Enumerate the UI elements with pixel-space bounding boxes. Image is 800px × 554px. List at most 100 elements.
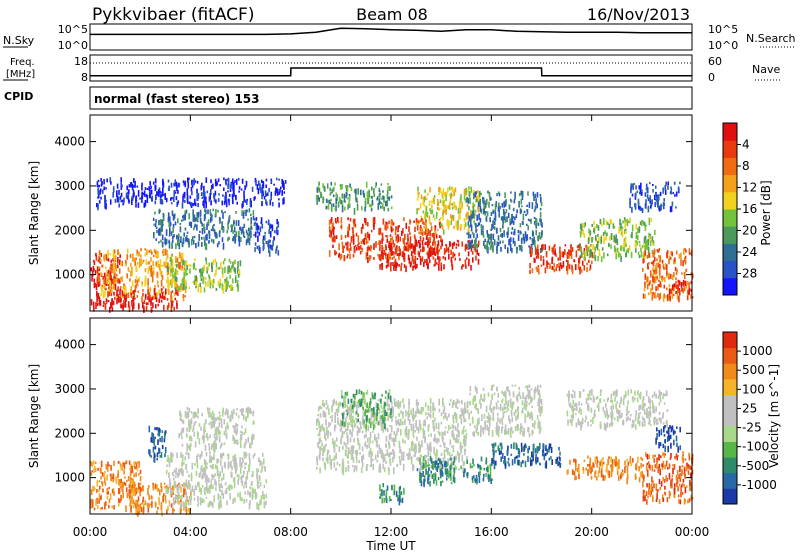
power-cell <box>475 198 478 202</box>
power-cell <box>236 201 238 205</box>
power-cell <box>212 225 214 231</box>
power-cell <box>467 211 469 217</box>
power-cell <box>186 188 189 196</box>
velocity-cell <box>412 442 415 446</box>
velocity-cell <box>104 477 106 484</box>
power-cell <box>96 276 99 281</box>
velocity-cell <box>118 461 121 464</box>
power-cell <box>224 195 226 203</box>
velocity-cell <box>332 458 335 462</box>
power-cell <box>579 243 581 250</box>
y-tick-label: 1000 <box>54 268 85 282</box>
power-cell <box>366 252 369 257</box>
velocity-cell <box>233 477 236 483</box>
power-cell <box>160 239 162 243</box>
power-cell <box>120 304 123 309</box>
power-cell <box>277 250 280 256</box>
velocity-cell <box>202 473 204 479</box>
power-cell <box>429 230 431 237</box>
power-cell <box>449 193 451 197</box>
velocity-cell <box>355 456 358 463</box>
power-cell <box>542 256 545 259</box>
velocity-cell <box>395 401 397 405</box>
velocity-cell <box>353 437 355 443</box>
power-cell <box>670 289 672 295</box>
power-cell <box>620 230 623 236</box>
power-cell <box>235 211 237 214</box>
velocity-cell <box>240 476 243 484</box>
velocity-cell <box>146 502 149 507</box>
velocity-cell <box>119 479 122 482</box>
power-cell <box>176 272 179 275</box>
power-cell <box>199 230 201 233</box>
velocity-cell <box>214 478 216 485</box>
velocity-cell <box>410 458 413 465</box>
power-cell <box>160 226 163 232</box>
power-cell <box>366 231 369 238</box>
velocity-cell <box>322 457 324 462</box>
power-cell <box>164 192 166 200</box>
power-cell <box>272 201 274 207</box>
power-cell <box>186 265 188 271</box>
velocity-cell <box>463 417 465 423</box>
power-cell <box>468 206 470 211</box>
power-cell <box>639 192 641 195</box>
power-cell <box>580 254 583 258</box>
velocity-cell <box>256 502 258 508</box>
power-cell <box>250 213 252 217</box>
power-cell <box>653 248 656 255</box>
velocity-cell <box>262 490 264 497</box>
power-cell <box>509 218 512 226</box>
power-cell <box>667 185 669 190</box>
power-cell <box>487 246 489 254</box>
velocity-cell <box>346 404 348 408</box>
velocity-cell <box>393 398 396 403</box>
power-cell <box>472 202 474 207</box>
power-cell <box>162 194 165 197</box>
power-cell <box>105 202 107 210</box>
power-cell <box>156 191 158 196</box>
power-cell <box>162 187 164 191</box>
power-cell <box>514 191 516 196</box>
power-cell <box>672 284 675 291</box>
power-cell <box>604 230 606 235</box>
power-cell <box>126 254 129 260</box>
velocity-cell <box>320 425 322 432</box>
power-cell <box>534 240 536 247</box>
velocity-cell <box>344 399 346 406</box>
power-cell <box>378 193 381 197</box>
velocity-cell <box>357 418 359 423</box>
power-cell <box>204 276 207 281</box>
power-cell <box>652 184 654 186</box>
power-cell <box>339 184 342 187</box>
power-cell <box>201 222 203 227</box>
velocity-cell <box>172 485 174 491</box>
power-cell <box>249 201 252 208</box>
velocity-cell <box>386 449 388 456</box>
power-cell <box>686 280 689 286</box>
velocity-cell <box>446 416 448 421</box>
velocity-cell <box>327 456 329 464</box>
velocity-cell <box>357 427 360 434</box>
power-cell <box>140 258 142 261</box>
power-cell <box>216 243 219 248</box>
velocity-cell <box>252 470 254 477</box>
power-cell <box>385 255 387 259</box>
velocity-cell <box>125 460 128 463</box>
power-cell <box>213 229 216 235</box>
y-tick-label: 4000 <box>54 135 85 149</box>
power-cell <box>597 225 600 231</box>
power-cell <box>110 263 112 269</box>
velocity-cell <box>239 460 241 467</box>
velocity-cell <box>163 437 166 443</box>
velocity-cell <box>132 488 135 495</box>
power-cell <box>439 219 441 223</box>
power-cell <box>271 224 274 232</box>
velocity-cell <box>385 435 388 442</box>
velocity-cell <box>323 445 325 453</box>
power-cell <box>457 225 459 231</box>
power-cell <box>265 184 267 188</box>
power-cell <box>225 182 227 186</box>
power-cell <box>502 224 504 229</box>
velocity-cell <box>322 399 324 407</box>
